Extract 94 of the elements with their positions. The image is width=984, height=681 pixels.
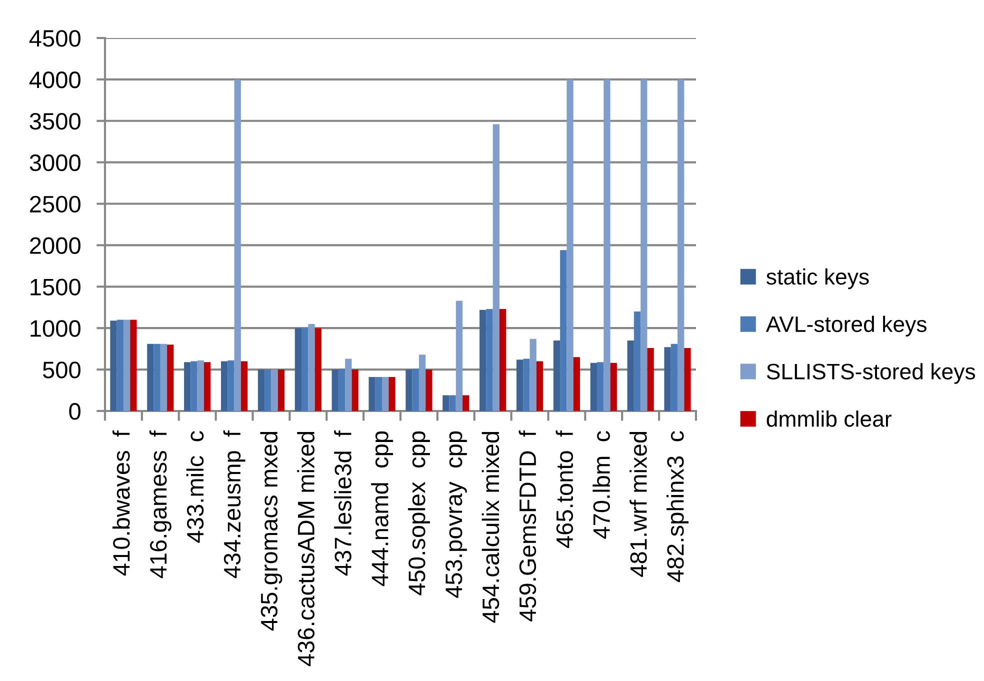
bar [228,360,234,411]
bar [220,361,228,411]
bar [480,310,486,411]
y-tick-label: 1000 [30,320,80,337]
bar [154,344,160,411]
bar [664,347,671,411]
bar [456,300,463,411]
bar [110,320,117,411]
x-tick-label: 482.sphinx3 c [666,431,689,582]
bar [406,370,412,411]
bar [368,377,376,411]
bar [338,368,346,411]
bar [197,360,204,411]
bar [647,348,654,411]
x-tick-label: 437.leslie3d f [334,430,352,576]
x-tick-label: 410.bwaves f [112,430,130,576]
bar [462,395,470,411]
x-tick-label: 481.wrf mixed [630,432,647,577]
x-tick-label: 450.soplex cpp [408,431,430,596]
legend-label: SLLISTS-stored keys [766,363,976,384]
x-tick-label: 454.calculix mixed [482,432,500,623]
y-tick-label: 4500 [29,30,80,47]
bar [426,370,432,411]
bar [388,377,396,411]
bar [442,395,450,411]
bar [516,360,524,411]
bar [449,395,456,411]
y-tick-label: 2000 [30,237,80,254]
bar [190,361,198,411]
legend-label: AVL-stored keys [766,316,926,336]
bar [352,370,358,411]
bar [596,362,604,411]
x-tick-label: 434.zeusmp f [223,430,246,578]
bar [167,344,174,411]
bar [123,320,130,411]
bar [678,79,684,411]
x-tick-label: 435.gromacs mxed [260,432,282,631]
x-tick-label: 465.tonto f [556,430,574,548]
bar [147,344,154,411]
y-tick-label: 1500 [30,278,80,296]
bar [412,368,419,411]
bar [670,344,678,411]
x-tick-label: 459.GemsFDTD f [518,430,536,622]
bar [382,377,389,411]
bar [301,328,308,411]
bar [130,320,137,411]
bar [499,309,506,411]
bar [332,370,338,411]
bar [184,362,191,411]
bar [684,348,691,411]
bar [375,377,382,411]
x-tick-label: 453.povray cpp [446,431,467,598]
bar [566,79,574,411]
bar [160,344,168,411]
bar [314,328,322,411]
bar [573,357,580,411]
bar [204,362,211,411]
bar [271,370,278,411]
y-tick-label: 500 [42,362,80,378]
bar [536,361,544,411]
bar [560,250,567,411]
bar [553,340,560,411]
bar [492,124,500,411]
y-tick-label: 3500 [30,112,80,130]
bar [523,358,530,411]
bar [604,79,610,411]
legend-label: static keys [766,268,869,290]
bar [308,324,315,411]
x-tick-label: 433.milc c [186,431,204,543]
x-tick-label: 444.namd cpp [371,431,394,586]
y-tick-label: 0 [69,403,80,420]
x-tick-label: 436.cactusADM mixed [297,432,314,666]
bar [240,361,248,411]
bar [278,370,285,411]
bar [264,370,272,411]
y-tick-label: 2500 [30,196,80,213]
bar [627,340,634,411]
x-tick-label: 470.lbm c [592,431,610,539]
bar [486,309,493,411]
bar [634,312,641,411]
bar [258,370,265,411]
bar [345,358,352,411]
bar [294,328,302,411]
bar [234,79,241,411]
bar [116,320,124,411]
legend-label: dmmlib clear [766,410,892,427]
bar [530,338,536,411]
bar [640,79,648,411]
y-tick-label: 3000 [30,154,80,172]
bar [610,362,617,411]
x-tick-label: 416.gamess f [149,430,172,578]
bar [418,354,426,411]
y-tick-label: 4000 [29,72,80,88]
bar [590,362,597,411]
